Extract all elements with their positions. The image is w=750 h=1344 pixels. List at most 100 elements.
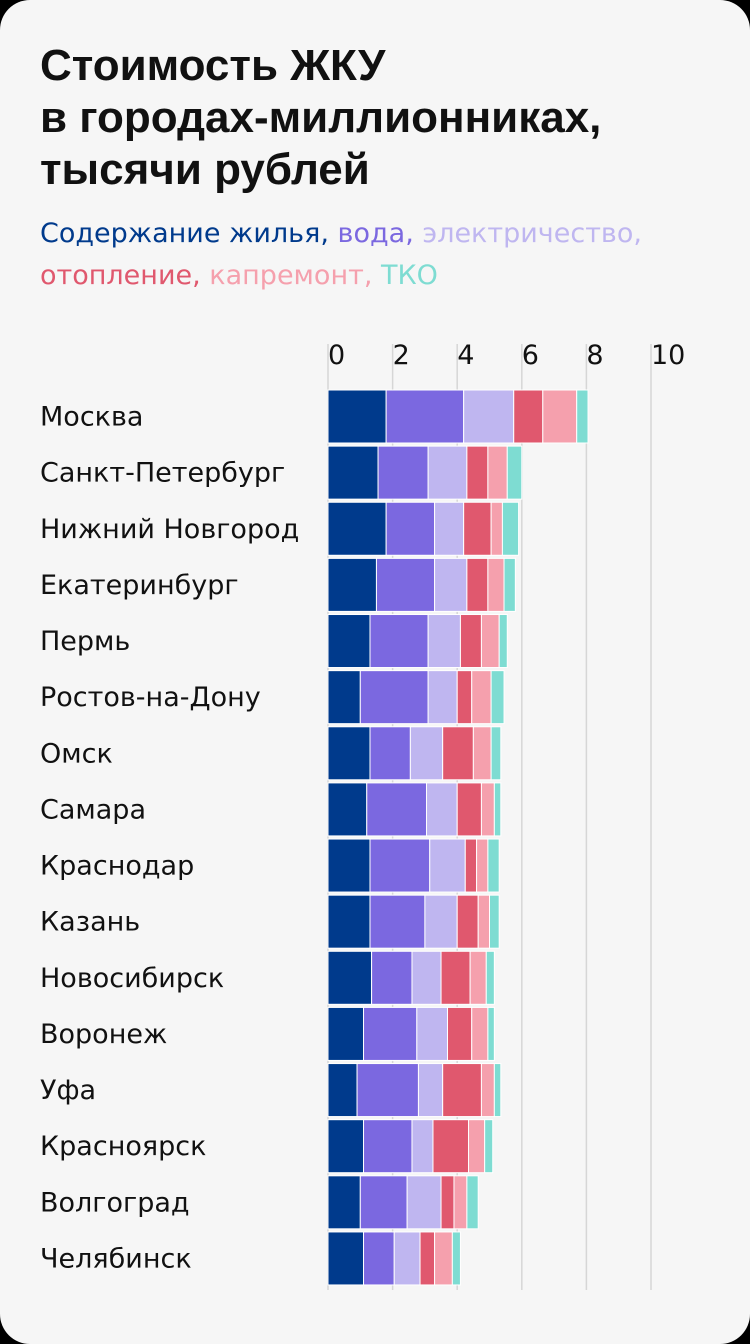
- bar-segment: [487, 445, 508, 500]
- bar-segment: [327, 782, 368, 837]
- bar-segment: [471, 670, 492, 725]
- category-label: Красноярск: [40, 1131, 206, 1162]
- bar-segment: [466, 445, 489, 500]
- bar-segment: [440, 950, 471, 1005]
- bar-segment: [327, 726, 371, 781]
- bar-segment: [442, 1063, 482, 1118]
- bar-segment: [469, 950, 487, 1005]
- category-labels: Москва Санкт-Петербург Нижний Новгород Екат…: [40, 402, 299, 1275]
- bar-segment: [498, 614, 508, 669]
- bar-segment: [393, 1231, 421, 1286]
- bar-segment: [371, 950, 413, 1005]
- chart-title: Стоимость ЖКУ в городах-миллионниках, ты…: [40, 40, 720, 196]
- bar-segment: [385, 389, 465, 444]
- bar-segment: [487, 838, 500, 893]
- bar-segment: [363, 1119, 413, 1174]
- bar-segment: [466, 1175, 479, 1230]
- bar-segment: [424, 894, 458, 949]
- stacked-bar-chart: Москва Санкт-Петербург Нижний Новгород Екат…: [40, 340, 685, 1290]
- x-tick-label: 8: [586, 340, 603, 371]
- bar-segment: [327, 557, 377, 612]
- bar-segment: [327, 614, 371, 669]
- bar-segment: [480, 782, 495, 837]
- bar-segment: [440, 1175, 455, 1230]
- bar-segment: [377, 445, 429, 500]
- bar-segment: [359, 1175, 408, 1230]
- bar-segment: [447, 1006, 473, 1061]
- bar-segment: [576, 389, 589, 444]
- legend-label: Содержание жилья: [40, 218, 321, 249]
- category-label: Казань: [40, 907, 140, 938]
- bar-segment: [484, 1119, 494, 1174]
- category-label: Уфа: [40, 1075, 96, 1106]
- bar-segment: [432, 1119, 470, 1174]
- bar-segment: [417, 1063, 444, 1118]
- bar-segment: [501, 501, 520, 556]
- bar-segment: [480, 614, 500, 669]
- bar-segment: [480, 1063, 495, 1118]
- bar-segment: [363, 1231, 395, 1286]
- bar-segment: [472, 726, 492, 781]
- bar-segment: [434, 1231, 453, 1286]
- bar-segment: [369, 614, 429, 669]
- bar-segment: [463, 501, 492, 556]
- x-tick-label: 10: [651, 340, 685, 371]
- bar-segment: [375, 557, 436, 612]
- bar-segment: [327, 501, 387, 556]
- bar-segment: [489, 894, 500, 949]
- bar-segment: [476, 838, 489, 893]
- bar-segment: [363, 1006, 418, 1061]
- bar-segment: [456, 894, 479, 949]
- legend-item-heating: отопление,: [40, 260, 201, 291]
- bar-segment: [369, 838, 431, 893]
- bar-segment: [453, 1175, 468, 1230]
- bar-segment: [542, 389, 578, 444]
- legend-label: электричество: [422, 218, 634, 249]
- x-tick-label: 6: [522, 340, 539, 371]
- bar-segment: [426, 782, 458, 837]
- bar-segment: [506, 445, 523, 500]
- bar-segment: [485, 950, 495, 1005]
- bar-segment: [327, 445, 379, 500]
- category-label: Самара: [40, 794, 146, 825]
- legend-item-electricity: электричество,: [422, 218, 642, 249]
- category-label: Ростов-на-Дону: [40, 682, 261, 713]
- bar-segment: [463, 389, 515, 444]
- legend-item-water: вода,: [337, 218, 414, 249]
- category-label: Волгоград: [40, 1187, 190, 1218]
- bar-segment: [471, 1006, 489, 1061]
- bar-segment: [327, 894, 371, 949]
- bar-segment: [411, 950, 442, 1005]
- category-label: Воронеж: [40, 1019, 167, 1050]
- bar-segment: [429, 838, 466, 893]
- bar-segment: [490, 501, 503, 556]
- title-line: тысячи рублей: [40, 145, 370, 194]
- bar-segment: [366, 782, 428, 837]
- bar-segment: [493, 1063, 502, 1118]
- bar-segment: [419, 1231, 436, 1286]
- bar-segment: [327, 1119, 365, 1174]
- bar-segment: [416, 1006, 449, 1061]
- legend-label: ТКО: [381, 260, 438, 291]
- title-line: Стоимость ЖКУ: [40, 41, 386, 90]
- legend-item-housing: Содержание жилья,: [40, 218, 329, 249]
- legend-item-repair: капремонт,: [209, 260, 373, 291]
- bar-segment: [327, 950, 373, 1005]
- category-label: Краснодар: [40, 851, 194, 882]
- bar-segment: [456, 670, 473, 725]
- bar-segment: [327, 1063, 358, 1118]
- bar-segment: [464, 838, 478, 893]
- bar-segment: [327, 1231, 365, 1286]
- bar-segment: [477, 894, 491, 949]
- category-label: Челябинск: [40, 1243, 192, 1274]
- bar-segment: [503, 557, 516, 612]
- bar-segment: [406, 1175, 442, 1230]
- bar-segment: [327, 1175, 361, 1230]
- bar-segment: [385, 501, 436, 556]
- bar-segment: [451, 1231, 461, 1286]
- bar-segment: [427, 614, 461, 669]
- x-tick-label: 2: [393, 340, 410, 371]
- category-label: Нижний Новгород: [40, 514, 299, 545]
- category-label: Екатеринбург: [40, 570, 239, 601]
